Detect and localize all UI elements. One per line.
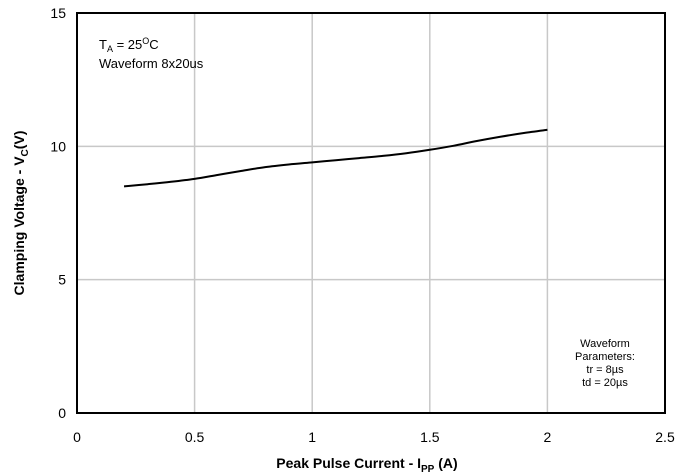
x-tick-label: 0 <box>73 429 81 445</box>
y-tick-label: 0 <box>58 405 66 421</box>
y-tick-labels: 0 5 10 15 <box>50 5 66 421</box>
series-line <box>123 128 548 188</box>
x-tick-label: 2 <box>544 429 552 445</box>
y-tick-label: 15 <box>50 5 66 21</box>
parameters-line-1: Waveform <box>580 338 630 350</box>
y-axis-title: Clamping Voltage - VC(V) <box>11 131 31 296</box>
y-tick-label: 10 <box>50 138 66 154</box>
x-tick-labels: 0 0.5 1 1.5 2 2.5 <box>73 429 675 445</box>
parameters-line-3: tr = 8µs <box>586 364 624 376</box>
y-tick-label: 5 <box>58 272 66 288</box>
x-tick-label: 1.5 <box>420 429 440 445</box>
waveform-annotation: Waveform 8x20us <box>99 56 204 71</box>
plot-frame <box>76 12 666 414</box>
parameters-line-4: td = 20µs <box>582 377 628 389</box>
temperature-annotation: TA = 25OC <box>99 36 159 54</box>
x-tick-label: 0.5 <box>185 429 205 445</box>
x-tick-label: 2.5 <box>655 429 675 445</box>
grid-lines <box>77 13 665 413</box>
parameters-line-2: Parameters: <box>575 351 635 363</box>
x-tick-label: 1 <box>308 429 316 445</box>
x-axis-title: Peak Pulse Current - IPP (A) <box>276 455 457 475</box>
